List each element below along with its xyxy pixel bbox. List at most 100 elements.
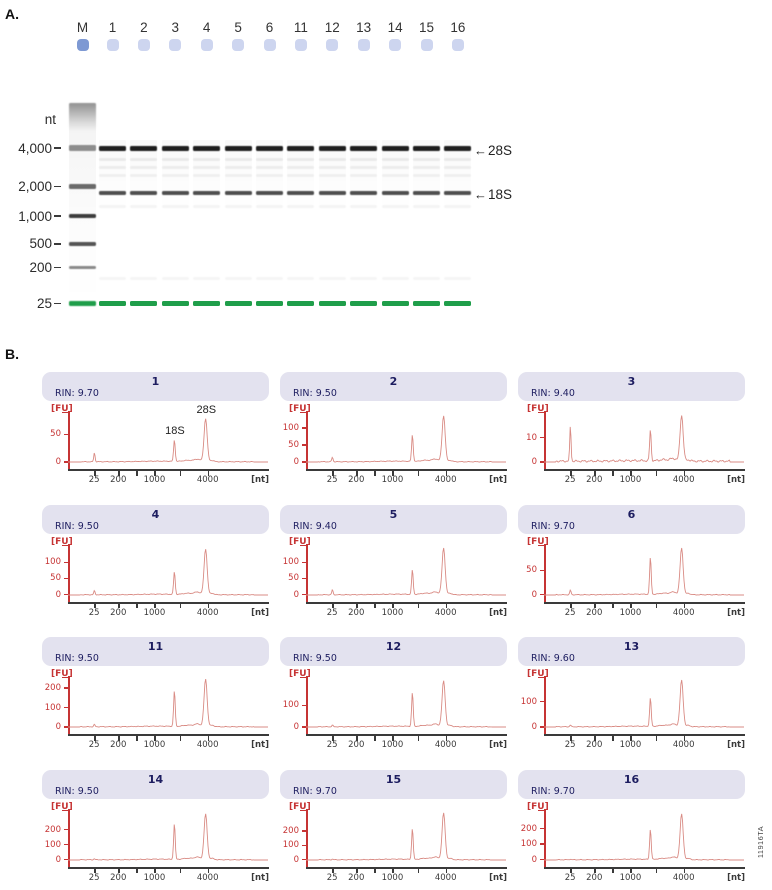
x-tick-label: 1000 [619,740,642,750]
ladder-tick-dash [54,185,61,188]
x-tick-label: 1000 [143,872,166,883]
electropherogram-plot: 16 RIN: 9.70 [FU] 0 100 200 25 200 1000 4000 [nt] [518,769,745,885]
x-tick [445,868,448,874]
rin-value: RIN: 9.40 [531,388,575,399]
gel-well [200,39,213,51]
x-tick-label: 200 [348,607,365,618]
ladder-band [69,242,96,246]
gel-lane-label: 3 [171,20,180,35]
x-tick-label: 25 [88,740,100,750]
y-axis-unit-label: [FU] [289,801,311,812]
18S-band [381,191,409,195]
gel-well [263,39,276,51]
x-tick [594,471,596,476]
x-axis-line [544,734,745,737]
smear-band [444,158,472,161]
ladder-size-label: 500 [10,236,61,252]
y-tick-label: 0 [55,589,61,600]
gel-lane-label: 11 [293,20,308,35]
x-tick [392,868,394,874]
x-tick [179,603,181,609]
x-tick-label: 200 [348,740,365,750]
smear-band [256,277,283,280]
electropherogram-plot: 1 RIN: 9.70 [FU] 0 50 25 200 1000 4000 [nt] 18S 28S [42,372,269,487]
y-tick [539,700,544,703]
y-axis-unit-label: [FU] [51,404,73,414]
x-axis-unit-label: [nt] [489,872,507,883]
x-tick-label: 25 [564,607,576,618]
x-tick-label: 1000 [143,475,166,485]
y-axis-cap-tick [538,412,544,414]
y-tick [539,437,544,439]
gel-well [326,39,339,51]
rin-value: RIN: 9.50 [293,388,337,399]
18S-band [130,191,158,195]
ladder-size-text: 500 [29,236,52,252]
smear-band [99,166,126,169]
x-tick [655,471,657,476]
x-tick [207,868,210,874]
y-axis-cap-tick [62,809,68,811]
x-axis-line [306,866,507,869]
panel-b-label: B. [5,346,19,362]
28S-band [287,146,315,151]
x-tick [356,603,358,609]
28S-band [413,146,440,151]
x-tick [374,603,376,609]
smear-band [318,158,346,161]
y-axis-line [544,411,546,470]
plot-header: 12 RIN: 9.50 [280,637,507,666]
smear-band [381,205,409,208]
smear-band [287,158,315,161]
y-tick-label: 100 [282,557,299,568]
x-tick [570,471,572,476]
lower-marker-band [224,301,252,306]
smear-band [256,174,283,177]
gel-unit-label: nt [44,112,56,127]
18S-band [224,191,252,195]
ladder-tick-dash [54,147,61,149]
smear-band [130,205,158,208]
x-tick-label: 25 [564,475,576,485]
y-axis-unit-label: [FU] [289,669,311,679]
y-tick-label: 100 [282,700,299,711]
x-tick-label: 1000 [143,740,166,750]
x-axis-unit-label: [nt] [251,872,269,883]
y-tick-label: 0 [293,722,299,732]
gel-well [106,39,119,51]
x-tick [612,603,614,609]
y-tick [539,827,544,830]
y-axis-line [544,543,546,602]
y-tick-label: 100 [44,702,61,713]
lower-marker-band [413,301,440,306]
ladder-size-text: 1,000 [18,208,52,224]
smear-band [161,174,189,177]
gel-well [420,39,433,51]
smear-band [413,174,440,177]
x-axis-line [306,601,507,604]
x-axis-unit-label: [nt] [251,607,269,618]
y-axis-line [306,543,308,602]
x-tick-label: 1000 [381,475,404,485]
y-tick-label: 200 [282,826,299,837]
y-axis-line [306,808,308,867]
x-axis-unit-label: [nt] [489,607,507,618]
y-tick [63,461,68,463]
smear-band [224,158,252,161]
gel-well [169,39,182,51]
plot-header: 2 RIN: 9.50 [280,372,507,401]
electropherogram-plot: 2 RIN: 9.50 [FU] 0 50 100 25 200 1000 4000 [nt] [280,372,507,487]
18S-band [193,191,221,195]
ladder-size-text: 4,000 [18,140,52,156]
x-tick-label: 1000 [619,872,642,883]
x-axis-line [68,734,269,737]
x-tick-label: 25 [564,740,576,750]
gel-lane-label: 15 [418,20,435,35]
plot-title: 12 [385,640,402,653]
y-tick [539,858,544,861]
gel-well [451,39,464,51]
sample-lane-tint [193,140,221,210]
y-axis-unit-label: [FU] [527,669,549,679]
y-tick [63,433,68,435]
plot-title: 2 [389,375,398,388]
